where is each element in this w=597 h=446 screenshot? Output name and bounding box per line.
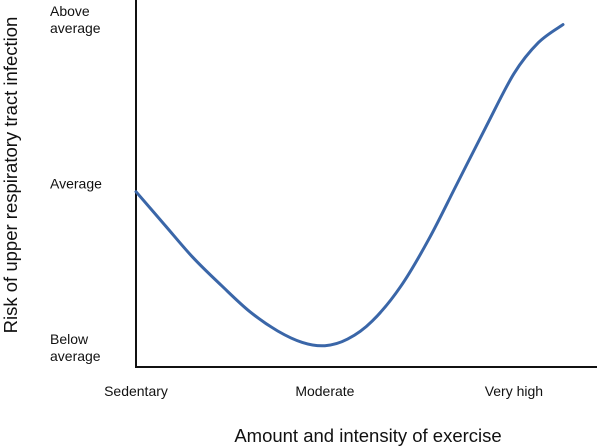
y-tick-label-line: Average	[50, 176, 102, 192]
y-tick-label-line: average	[50, 348, 101, 364]
y-tick-label-0: Above average	[50, 3, 101, 36]
x-tick-label-very-high: Very high	[485, 383, 543, 399]
x-tick-label-sedentary: Sedentary	[104, 383, 168, 399]
y-tick-label-1: Average	[50, 176, 102, 192]
y-tick-label-line: average	[50, 20, 101, 36]
series-layer	[134, 23, 565, 348]
y-axis-title: Risk of upper respiratory tract infectio…	[0, 17, 21, 334]
y-tick-label-line: Above	[50, 3, 90, 19]
y-tick-label-line: Below	[50, 331, 89, 347]
risk-curve-line	[134, 23, 565, 348]
x-axis-title: Amount and intensity of exercise	[234, 425, 501, 446]
x-tick-label-moderate: Moderate	[295, 383, 354, 399]
y-tick-label-2: Below average	[50, 331, 101, 364]
